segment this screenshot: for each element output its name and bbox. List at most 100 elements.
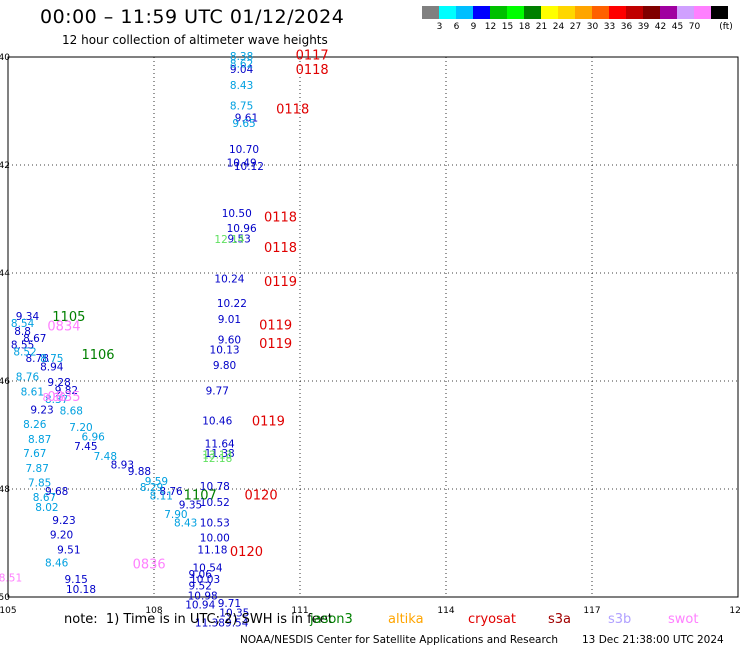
wave-height-point: 8.43 xyxy=(174,517,197,529)
wave-height-point: 9.68 xyxy=(45,486,68,498)
axis-ticks: 105 108 111 114 117 120 -40 -42 -44 -46 -48 -50 xyxy=(0,53,740,616)
track-time-label: 0118 xyxy=(296,63,329,78)
y-tick-label: -46 xyxy=(0,377,10,387)
wave-height-point: 9.52 xyxy=(189,581,212,593)
wave-height-point: 8.75 xyxy=(230,101,253,113)
wave-height-point: 9.77 xyxy=(206,386,229,398)
wave-height-point: 8.78 xyxy=(26,353,49,365)
wave-height-point: 7.85 xyxy=(28,478,51,490)
wave-height-point: 9.20 xyxy=(50,529,73,541)
wave-height-point: 8.93 xyxy=(111,460,134,472)
track-time-label: 0119 xyxy=(264,275,297,290)
x-tick-label: 114 xyxy=(437,606,454,616)
wave-height-point: 10.00 xyxy=(200,533,230,545)
generated-timestamp: 13 Dec 21:38:00 UTC 2024 xyxy=(582,634,724,646)
wave-height-point: 9.06 xyxy=(189,569,213,581)
color-scale-label: 45 xyxy=(671,22,684,32)
track-time-label: 0119 xyxy=(259,318,292,333)
wave-height-point: 9.34 xyxy=(16,311,40,323)
wave-height-point: 9.60 xyxy=(218,334,241,346)
wave-height-point: 9.35 xyxy=(179,500,202,512)
wave-height-point: 9.54 xyxy=(225,617,249,629)
wave-height-point: 8.54 xyxy=(11,318,35,330)
wave-height-point: 10.22 xyxy=(217,298,247,310)
wave-height-point: 8.46 xyxy=(45,557,69,569)
wave-height-point: 9.71 xyxy=(218,598,241,610)
wave-height-point: 11.18 xyxy=(197,544,227,556)
grid-lines xyxy=(7,56,739,598)
wave-height-point: 11.38 xyxy=(195,617,225,629)
wave-height-point: 8.38 xyxy=(230,51,253,63)
wave-height-point: 8.62 xyxy=(230,58,253,70)
wave-height-point: 9.01 xyxy=(218,314,241,326)
color-scale-label: 42 xyxy=(654,22,667,32)
color-scale-label: 21 xyxy=(535,22,548,32)
track-time-label: 0120 xyxy=(245,488,278,503)
wave-height-point: 9.61 xyxy=(235,112,258,124)
color-scale-swatch xyxy=(660,6,677,19)
wave-height-point: 8.67 xyxy=(23,333,46,345)
track-time-label: 0835 xyxy=(47,390,80,405)
wave-height-point: 8.88 xyxy=(43,392,66,404)
color-scale-swatch xyxy=(677,6,694,19)
legend-item-altika: altika xyxy=(388,612,424,627)
wave-height-point: 10.94 xyxy=(185,600,215,612)
wave-height-point: 10.03 xyxy=(190,574,220,586)
wave-height-point: 9.53 xyxy=(227,233,250,245)
wave-height-point: 10.12 xyxy=(234,161,264,173)
wave-height-point: 9.51 xyxy=(57,544,80,556)
wave-height-point: 9.23 xyxy=(52,515,75,527)
x-tick-label: 108 xyxy=(145,606,162,616)
track-time-label: 0117 xyxy=(296,48,329,63)
color-scale-swatch xyxy=(507,6,524,19)
color-scale-swatch xyxy=(473,6,490,19)
color-scale-swatch xyxy=(626,6,643,19)
y-tick-label: -48 xyxy=(0,485,10,495)
wave-height-point: 8.52 xyxy=(13,346,36,358)
wave-height-point: 10.52 xyxy=(200,497,230,509)
plot-frame xyxy=(7,56,739,598)
wave-height-point: 10.50 xyxy=(222,208,252,220)
legend-item-s3b: s3b xyxy=(608,612,632,627)
x-tick-label: 120 xyxy=(729,606,740,616)
color-scale-label: 30 xyxy=(586,22,599,32)
x-tick-label: 111 xyxy=(291,606,308,616)
wave-height-point: 10.46 xyxy=(202,415,232,427)
wave-height-point: 8.94 xyxy=(40,361,64,373)
wave-height-point: 10.18 xyxy=(66,584,96,596)
color-scale-swatch xyxy=(422,6,439,19)
wave-height-point: 8.11 xyxy=(150,490,173,502)
color-scale-label: 3 xyxy=(436,22,443,32)
wave-height-point: 6.96 xyxy=(81,432,105,444)
wave-height-point: 8.67 xyxy=(33,492,56,504)
legend-item-swot: swot xyxy=(668,612,699,627)
wave-height-point: 9.15 xyxy=(64,574,87,586)
track-time-label: 1106 xyxy=(81,348,114,363)
track-annotations: 1105083411060835110708360117011801180118… xyxy=(47,48,328,572)
x-tick-label: 117 xyxy=(583,606,600,616)
wave-height-point: 10.35 xyxy=(219,608,249,620)
wave-height-point: 10.24 xyxy=(214,273,244,285)
color-scale-swatch xyxy=(575,6,592,19)
wave-height-point: 8.26 xyxy=(23,419,47,431)
wave-height-point: 7.45 xyxy=(74,441,97,453)
track-time-label: 0118 xyxy=(264,210,297,225)
wave-height-point: 9.28 xyxy=(47,377,70,389)
wave-height-point: 10.70 xyxy=(229,144,259,156)
track-time-label: 0834 xyxy=(47,319,80,334)
color-scale-label: 9 xyxy=(470,22,477,32)
wave-height-point: 8.8 xyxy=(14,326,31,338)
wave-height-point: 12.14 xyxy=(214,234,244,246)
wave-height-point: 10.54 xyxy=(193,562,223,574)
track-time-label: 0119 xyxy=(259,337,292,352)
color-scale-label: 24 xyxy=(552,22,565,32)
track-time-label: 0120 xyxy=(230,545,263,560)
color-scale-swatch xyxy=(609,6,626,19)
color-scale-label: 6 xyxy=(453,22,460,32)
color-scale-swatch xyxy=(541,6,558,19)
color-scale-swatch xyxy=(592,6,609,19)
wave-height-point: 10.49 xyxy=(227,157,257,169)
wave-height-point: 8.37 xyxy=(45,394,68,406)
wave-height-point: 8.87 xyxy=(28,434,51,446)
wave-height-point: 11.38 xyxy=(205,448,235,460)
